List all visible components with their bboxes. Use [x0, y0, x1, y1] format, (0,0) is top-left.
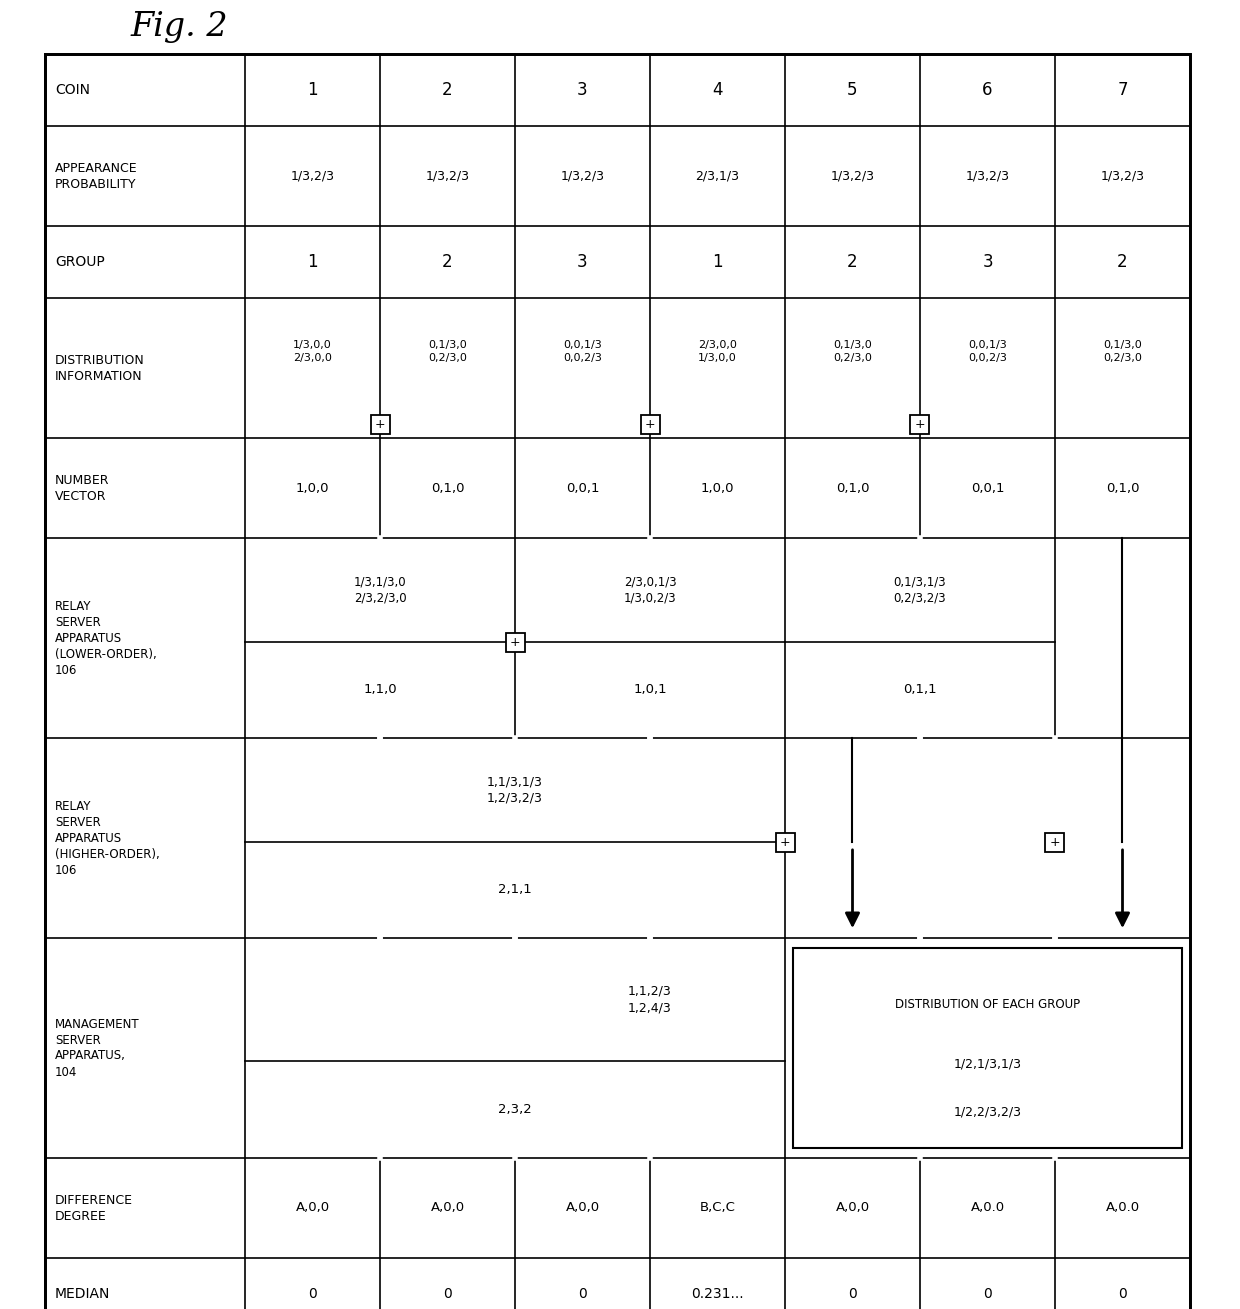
Bar [794, 948, 1182, 1148]
Text: A,0,0: A,0,0 [836, 1202, 869, 1215]
Text: MEDIAN: MEDIAN [55, 1287, 110, 1301]
Text: GROUP: GROUP [55, 255, 104, 270]
Text: 2: 2 [1117, 253, 1128, 271]
Text: 2/3,0,1/3
1/3,0,2/3: 2/3,0,1/3 1/3,0,2/3 [624, 575, 676, 605]
Text: 1: 1 [308, 253, 317, 271]
Text: 3: 3 [577, 253, 588, 271]
Text: 0: 0 [578, 1287, 587, 1301]
Text: 0,0,1: 0,0,1 [565, 482, 599, 495]
Text: 0,1/3,1/3
0,2/3,2/3: 0,1/3,1/3 0,2/3,2/3 [894, 575, 946, 605]
Text: 0: 0 [308, 1287, 317, 1301]
Text: 1/2,2/3,2/3: 1/2,2/3,2/3 [954, 1106, 1022, 1118]
Text: 1/2,1/3,1/3: 1/2,1/3,1/3 [954, 1058, 1022, 1071]
Text: 1/3,1/3,0
2/3,2/3,0: 1/3,1/3,0 2/3,2/3,0 [353, 575, 407, 605]
Text: 0,0,1/3
0,0,2/3: 0,0,1/3 0,0,2/3 [968, 340, 1007, 363]
Text: 1/3,2/3: 1/3,2/3 [560, 169, 605, 182]
Text: +: + [374, 418, 386, 431]
Text: 0,1/3,0
0,2/3,0: 0,1/3,0 0,2/3,0 [428, 340, 467, 363]
Text: 0,1/3,0
0,2/3,0: 0,1/3,0 0,2/3,0 [1104, 340, 1142, 363]
Text: +: + [915, 418, 925, 431]
Bar [506, 632, 525, 652]
Text: 0.231...: 0.231... [691, 1287, 744, 1301]
Text: 5: 5 [847, 81, 858, 99]
Bar [775, 833, 795, 851]
Text: A,0,0: A,0,0 [430, 1202, 465, 1215]
Text: DIFFERENCE
DEGREE: DIFFERENCE DEGREE [55, 1194, 133, 1223]
Text: 1,0,1: 1,0,1 [634, 683, 667, 696]
Text: DISTRIBUTION
INFORMATION: DISTRIBUTION INFORMATION [55, 353, 145, 382]
Bar [371, 415, 389, 433]
Text: 4: 4 [712, 81, 723, 99]
Text: 1,1,2/3
1,2,4/3: 1,1,2/3 1,2,4/3 [629, 984, 672, 1014]
Text: 2: 2 [443, 253, 453, 271]
Text: 0,1,0: 0,1,0 [1106, 482, 1140, 495]
Text: 0,0,1/3
0,0,2/3: 0,0,1/3 0,0,2/3 [563, 340, 601, 363]
Bar [641, 415, 660, 433]
Text: A,0,0: A,0,0 [295, 1202, 330, 1215]
Text: A,0.0: A,0.0 [1105, 1202, 1140, 1215]
Text: 1: 1 [712, 253, 723, 271]
Text: 2,3,2: 2,3,2 [498, 1103, 532, 1117]
Text: 7: 7 [1117, 81, 1127, 99]
Text: 0,1/3,0
0,2/3,0: 0,1/3,0 0,2/3,0 [833, 340, 872, 363]
Text: 6: 6 [982, 81, 993, 99]
Text: B,C,C: B,C,C [699, 1202, 735, 1215]
Text: 2: 2 [443, 81, 453, 99]
Text: +: + [780, 835, 790, 848]
Text: Fig. 2: Fig. 2 [130, 10, 228, 43]
Text: RELAY
SERVER
APPARATUS
(HIGHER-ORDER),
106: RELAY SERVER APPARATUS (HIGHER-ORDER), 1… [55, 800, 160, 877]
Text: 2: 2 [847, 253, 858, 271]
Text: 1/3,2/3: 1/3,2/3 [290, 169, 335, 182]
Text: A,0.0: A,0.0 [971, 1202, 1004, 1215]
Text: COIN: COIN [55, 82, 91, 97]
Bar [1045, 833, 1064, 851]
Text: +: + [510, 635, 521, 648]
Text: 1,1/3,1/3
1,2/3,2/3: 1,1/3,1/3 1,2/3,2/3 [487, 775, 543, 805]
Text: 1: 1 [308, 81, 317, 99]
Text: APPEARANCE
PROBABILITY: APPEARANCE PROBABILITY [55, 161, 138, 191]
Text: 1/3,0,0
2/3,0,0: 1/3,0,0 2/3,0,0 [293, 340, 332, 363]
Text: 0: 0 [848, 1287, 857, 1301]
Text: 0: 0 [983, 1287, 992, 1301]
Text: 1/3,2/3: 1/3,2/3 [966, 169, 1009, 182]
Text: 0: 0 [1118, 1287, 1127, 1301]
Text: A,0,0: A,0,0 [565, 1202, 600, 1215]
Text: 2,1,1: 2,1,1 [498, 884, 532, 897]
Text: DISTRIBUTION OF EACH GROUP: DISTRIBUTION OF EACH GROUP [895, 997, 1080, 1011]
Text: 0,1,0: 0,1,0 [836, 482, 869, 495]
Text: 0,1,0: 0,1,0 [430, 482, 464, 495]
Text: +: + [645, 418, 655, 431]
Text: 0: 0 [443, 1287, 451, 1301]
Text: +: + [1050, 835, 1060, 848]
Text: NUMBER
VECTOR: NUMBER VECTOR [55, 474, 109, 503]
Text: 1,1,0: 1,1,0 [363, 683, 397, 696]
Text: 0,0,1: 0,0,1 [971, 482, 1004, 495]
Text: 1,0,0: 1,0,0 [296, 482, 330, 495]
Text: 1/3,2/3: 1/3,2/3 [1100, 169, 1145, 182]
Text: 3: 3 [577, 81, 588, 99]
Text: 1/3,2/3: 1/3,2/3 [831, 169, 874, 182]
Text: 2/3,0,0
1/3,0,0: 2/3,0,0 1/3,0,0 [698, 340, 737, 363]
Text: RELAY
SERVER
APPARATUS
(LOWER-ORDER),
106: RELAY SERVER APPARATUS (LOWER-ORDER), 10… [55, 600, 156, 677]
Text: 0,1,1: 0,1,1 [903, 683, 936, 696]
Text: MANAGEMENT
SERVER
APPARATUS,
104: MANAGEMENT SERVER APPARATUS, 104 [55, 1017, 140, 1079]
Bar [910, 415, 930, 433]
Text: 1,0,0: 1,0,0 [701, 482, 734, 495]
Text: 1/3,2/3: 1/3,2/3 [425, 169, 470, 182]
Text: 3: 3 [982, 253, 993, 271]
Text: 2/3,1/3: 2/3,1/3 [696, 169, 739, 182]
